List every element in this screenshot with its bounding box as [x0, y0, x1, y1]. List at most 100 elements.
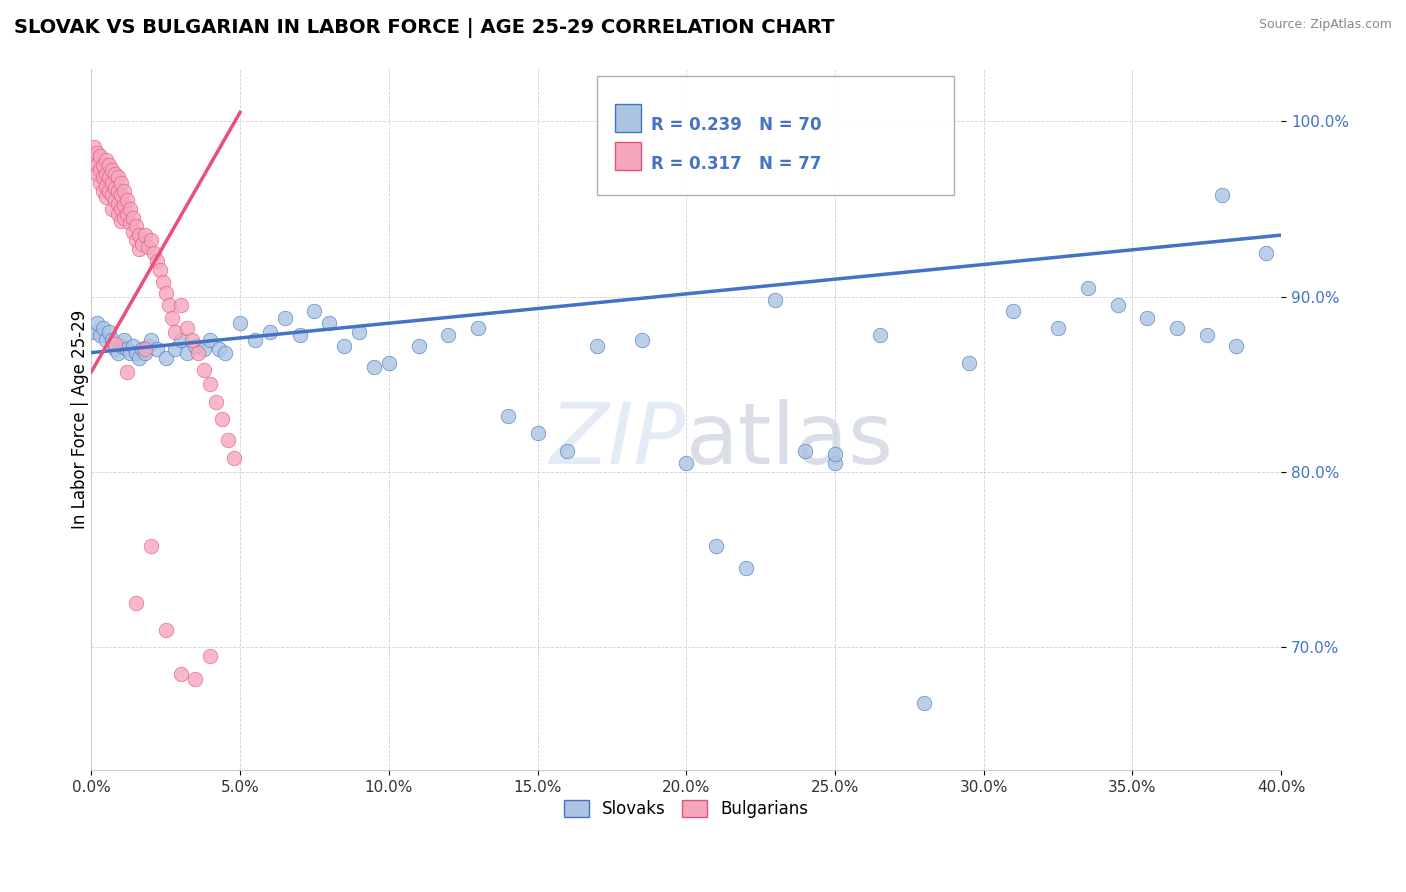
Point — [824, 447, 846, 461]
Point — [118, 345, 141, 359]
Point — [125, 596, 148, 610]
Point — [131, 236, 153, 251]
Point — [1107, 298, 1129, 312]
Point — [155, 623, 177, 637]
Point — [107, 196, 129, 211]
Point — [98, 170, 121, 185]
Point — [104, 181, 127, 195]
Point — [437, 328, 460, 343]
Point — [704, 539, 727, 553]
Point — [184, 338, 207, 352]
Point — [104, 167, 127, 181]
Text: SLOVAK VS BULGARIAN IN LABOR FORCE | AGE 25-29 CORRELATION CHART: SLOVAK VS BULGARIAN IN LABOR FORCE | AGE… — [14, 18, 835, 37]
Point — [163, 325, 186, 339]
Point — [184, 672, 207, 686]
Point — [110, 338, 132, 352]
Point — [211, 412, 233, 426]
Point — [273, 310, 295, 325]
Point — [115, 207, 138, 221]
Point — [107, 345, 129, 359]
Point — [176, 345, 198, 359]
Point — [169, 298, 191, 312]
Point — [96, 167, 118, 181]
Point — [122, 338, 145, 352]
Point — [89, 149, 111, 163]
Point — [101, 163, 124, 178]
Point — [229, 316, 252, 330]
Point — [91, 184, 114, 198]
Point — [91, 321, 114, 335]
Point — [89, 176, 111, 190]
Point — [89, 328, 111, 343]
Point — [118, 216, 141, 230]
Point — [333, 338, 356, 352]
Point — [125, 219, 148, 234]
Point — [378, 356, 401, 370]
Text: Source: ZipAtlas.com: Source: ZipAtlas.com — [1258, 18, 1392, 31]
Point — [139, 233, 162, 247]
Point — [110, 176, 132, 190]
Point — [149, 263, 172, 277]
Point — [98, 158, 121, 172]
Point — [142, 245, 165, 260]
Point — [101, 334, 124, 348]
Point — [112, 334, 135, 348]
Point — [98, 325, 121, 339]
Y-axis label: In Labor Force | Age 25-29: In Labor Force | Age 25-29 — [72, 310, 89, 529]
Point — [134, 228, 156, 243]
Text: ZIP: ZIP — [550, 399, 686, 482]
Point — [1225, 338, 1247, 352]
Point — [363, 359, 385, 374]
Point — [83, 153, 105, 167]
Point — [131, 342, 153, 356]
Point — [115, 342, 138, 356]
Point — [1136, 310, 1159, 325]
Point — [467, 321, 489, 335]
Point — [1166, 321, 1188, 335]
Point — [86, 158, 108, 172]
Point — [957, 356, 980, 370]
Point — [555, 443, 578, 458]
Point — [408, 338, 430, 352]
Point — [181, 334, 204, 348]
Point — [169, 666, 191, 681]
Point — [107, 207, 129, 221]
Point — [734, 561, 756, 575]
Point — [104, 193, 127, 207]
Point — [146, 254, 169, 268]
Point — [1002, 303, 1025, 318]
Point — [125, 345, 148, 359]
Point — [912, 697, 935, 711]
Text: R = 0.239   N = 70: R = 0.239 N = 70 — [651, 116, 821, 134]
Point — [187, 345, 209, 359]
Point — [134, 342, 156, 356]
Point — [205, 394, 228, 409]
Point — [139, 539, 162, 553]
Point — [115, 193, 138, 207]
Point — [176, 321, 198, 335]
Point — [1077, 281, 1099, 295]
Point — [83, 325, 105, 339]
Point — [318, 316, 340, 330]
Point — [107, 170, 129, 185]
Point — [347, 325, 370, 339]
Point — [200, 648, 222, 663]
Point — [136, 338, 159, 352]
Point — [101, 202, 124, 216]
Point — [794, 443, 817, 458]
Point — [112, 198, 135, 212]
Point — [163, 342, 186, 356]
Bar — [614, 103, 641, 132]
Point — [214, 345, 236, 359]
Point — [83, 140, 105, 154]
Point — [259, 325, 281, 339]
Point — [304, 303, 326, 318]
Legend: Slovaks, Bulgarians: Slovaks, Bulgarians — [557, 793, 815, 825]
Point — [243, 334, 266, 348]
Text: R = 0.317   N = 77: R = 0.317 N = 77 — [651, 155, 821, 173]
Point — [128, 351, 150, 365]
Point — [107, 184, 129, 198]
Point — [973, 775, 995, 789]
Point — [91, 170, 114, 185]
Bar — [614, 142, 641, 170]
